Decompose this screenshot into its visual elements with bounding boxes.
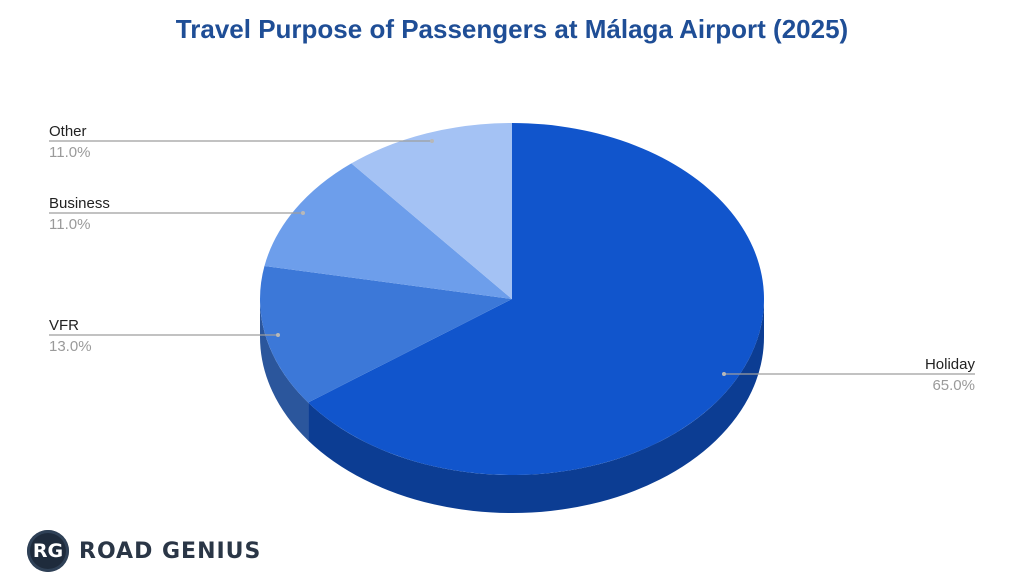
value-other: 11.0%: [49, 144, 90, 161]
pie-slices: [260, 123, 764, 476]
leader-dot-other: [430, 139, 434, 143]
leader-dot-holiday: [722, 372, 726, 376]
value-vfr: 13.0%: [49, 338, 92, 355]
pie-side-holiday: [308, 299, 764, 513]
leader-dot-business: [301, 211, 305, 215]
pie-slice-vfr: [260, 266, 512, 403]
pie-slice-other: [351, 123, 512, 299]
pie-labels: Holiday 65.0% VFR 13.0% Business 11.0% Other 11…: [49, 123, 975, 394]
pie-slice-holiday: [308, 123, 764, 476]
label-holiday: Holiday: [925, 356, 976, 373]
label-business: Business: [49, 195, 110, 212]
brand-name: ROAD GENIUS: [79, 538, 262, 564]
pie-sides: [260, 299, 764, 513]
pie-side-vfr: [260, 299, 309, 441]
leader-dot-vfr: [276, 333, 280, 337]
value-business: 11.0%: [49, 216, 90, 233]
label-other: Other: [49, 123, 87, 140]
label-vfr: VFR: [49, 317, 79, 334]
value-holiday: 65.0%: [932, 377, 975, 394]
brand-badge: RG: [27, 530, 69, 572]
brand-logo: RG ROAD GENIUS: [27, 528, 261, 574]
chart-title: Travel Purpose of Passengers at Málaga A…: [175, 14, 849, 44]
pie-slice-business: [264, 163, 512, 299]
